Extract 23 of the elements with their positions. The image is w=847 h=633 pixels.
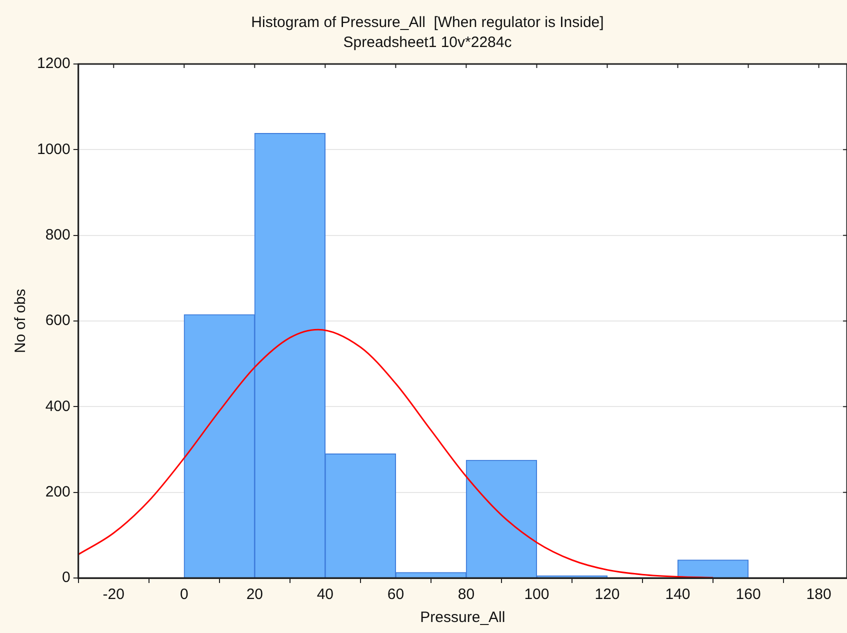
x-tick-label: 140: [665, 586, 690, 604]
x-tick-label: 80: [458, 586, 475, 604]
y-tick-label: 1200: [36, 55, 70, 72]
x-tick-label: -20: [102, 586, 124, 604]
x-tick-label: 0: [180, 586, 188, 604]
x-tick-label: 160: [736, 586, 761, 604]
y-tick-label: 600: [45, 312, 70, 330]
y-tick-label: 0: [62, 569, 70, 586]
x-tick-label: 100: [524, 586, 550, 604]
y-tick-label: 400: [45, 398, 70, 415]
y-axis-title: No of obs: [12, 288, 30, 354]
x-tick-label: 180: [806, 586, 832, 604]
chart-title: Histogram of Pressure_All [When regulator is Inside]: [251, 14, 604, 32]
x-tick-label: 60: [387, 586, 404, 604]
y-tick-label: 800: [45, 226, 70, 244]
x-axis-title: Pressure_All: [420, 609, 506, 626]
line-series: [78, 328, 714, 578]
x-tick-label: 120: [594, 586, 620, 604]
y-tick-label: 1000: [36, 140, 70, 158]
x-tick-label: 40: [316, 586, 334, 604]
x-tick-label: 20: [246, 586, 264, 604]
chart-subtitle: Spreadsheet1 10v*2284c: [343, 34, 512, 52]
y-tick-label: 200: [45, 483, 70, 500]
